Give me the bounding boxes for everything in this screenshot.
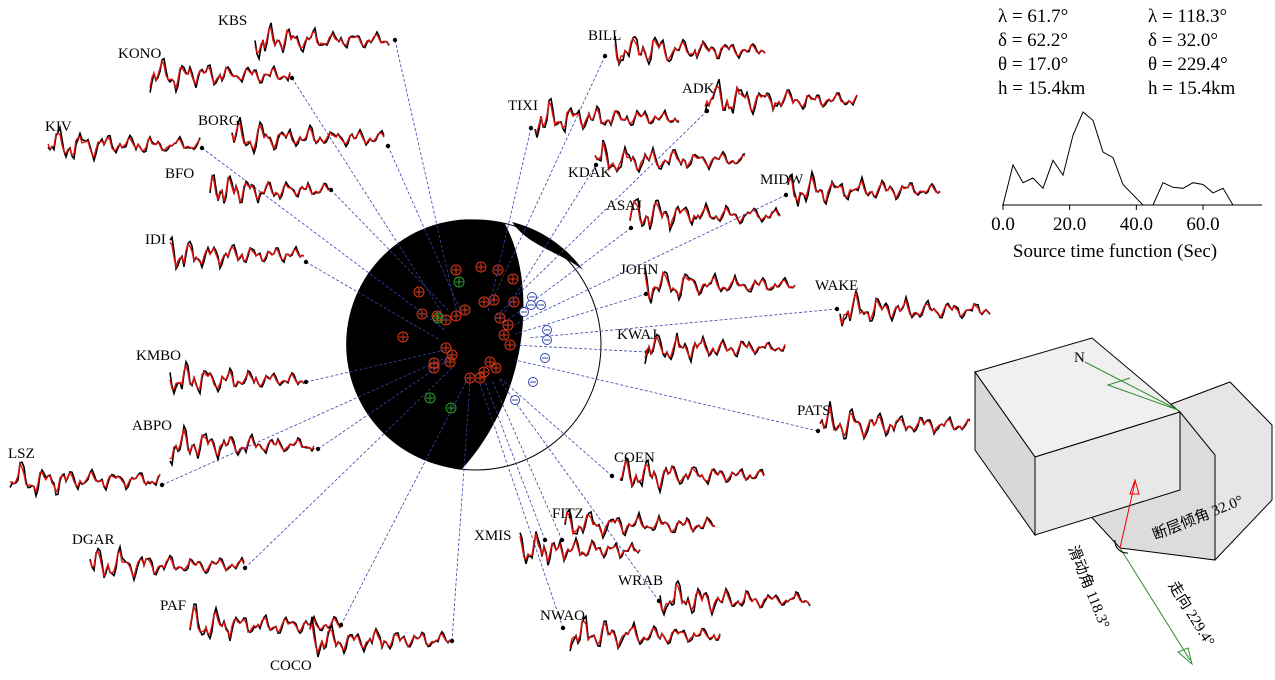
- figure: N 断层倾角 32.0° 滑动角 118.3° 走向 229.4° Source…: [0, 0, 1275, 680]
- station-dot: [243, 566, 247, 570]
- synthetic-waveform: [10, 464, 160, 492]
- synthetic-waveform: [48, 134, 200, 157]
- strike-label: 走向 229.4°: [1165, 578, 1218, 649]
- station-label: MIDW: [760, 172, 804, 188]
- synthetic-waveform: [255, 28, 389, 52]
- synthetic-waveform: [232, 124, 384, 150]
- source-parameter: θ = 17.0°: [998, 54, 1068, 75]
- station-label: KWAJ: [617, 327, 657, 343]
- station-dot: [304, 380, 308, 384]
- synthetic-waveform: [90, 552, 244, 577]
- station-dot: [784, 193, 788, 197]
- station-dot: [835, 307, 839, 311]
- station-label: COEN: [614, 450, 655, 466]
- station-label: ASAJ: [606, 198, 642, 214]
- station-dot: [610, 474, 614, 478]
- source-parameter: δ = 32.0°: [1148, 30, 1218, 51]
- x-tick-label: 0.0: [991, 214, 1015, 235]
- block-diagram: N 断层倾角 32.0° 滑动角 118.3° 走向 229.4°: [975, 338, 1272, 664]
- station-label: KDAK: [568, 165, 611, 181]
- rake-label: 滑动角 118.3°: [1064, 543, 1113, 631]
- synthetic-waveform: [820, 407, 970, 437]
- synthetic-waveform: [170, 430, 314, 459]
- x-tick-label: 60.0: [1186, 214, 1219, 235]
- station-label: XMIS: [474, 528, 512, 544]
- station-label: WAKE: [815, 278, 858, 294]
- station-label: ADK: [682, 81, 715, 97]
- station-dot: [200, 146, 204, 150]
- synthetic-waveform: [210, 176, 330, 202]
- synthetic-waveform: [535, 102, 679, 132]
- x-tick-label: 40.0: [1120, 214, 1153, 235]
- observed-waveform: [170, 237, 304, 268]
- observed-waveform: [520, 532, 640, 566]
- observed-waveform: [660, 581, 810, 615]
- station-dot: [393, 38, 397, 42]
- station-label: PAF: [160, 598, 186, 614]
- station-dot: [561, 626, 565, 630]
- station-label: JOHN: [620, 262, 659, 278]
- station-dot: [290, 76, 294, 80]
- x-axis-label: Source time function (Sec): [1013, 241, 1217, 262]
- observed-waveform: [645, 268, 795, 304]
- station-label: KIV: [45, 119, 72, 135]
- observed-waveform: [170, 362, 304, 394]
- station-dot: [629, 226, 633, 230]
- synthetic-waveform: [595, 142, 745, 171]
- source-parameter: h = 15.4km: [1148, 78, 1235, 99]
- observed-waveform: [10, 462, 160, 496]
- station-label: ABPO: [132, 418, 172, 434]
- source-parameter: h = 15.4km: [998, 78, 1085, 99]
- station-label: KONO: [118, 46, 161, 62]
- source-parameter: λ = 61.7°: [998, 6, 1068, 27]
- station-dot: [543, 538, 547, 542]
- arrow-head: [1178, 648, 1192, 664]
- station-label: KBS: [218, 13, 247, 29]
- observed-waveform: [840, 291, 990, 327]
- synthetic-waveform: [840, 293, 990, 323]
- synthetic-waveform: [788, 177, 940, 201]
- station-dot: [816, 429, 820, 433]
- station-label: IDI: [145, 232, 166, 248]
- source-parameter: θ = 229.4°: [1148, 54, 1228, 75]
- observed-waveform: [90, 547, 244, 580]
- source-time-function: [1003, 112, 1253, 205]
- station-dot: [316, 447, 320, 451]
- station-dot: [529, 126, 533, 130]
- x-tick-label: 20.0: [1053, 214, 1086, 235]
- station-dot: [450, 639, 454, 643]
- station-label: COCO: [270, 658, 312, 674]
- synthetic-waveform: [660, 584, 810, 612]
- station-label: BILL: [588, 28, 621, 44]
- station-label: PATS: [797, 403, 831, 419]
- station-label: BORG: [198, 113, 240, 129]
- observed-waveform: [570, 616, 720, 651]
- source-parameter: δ = 62.2°: [998, 30, 1068, 51]
- station-label: KMBO: [136, 348, 181, 364]
- north-label: N: [1074, 350, 1085, 366]
- station-dot: [386, 144, 390, 148]
- station-dot: [160, 483, 164, 487]
- synthetic-waveform: [150, 61, 290, 88]
- station-label: DGAR: [72, 532, 115, 548]
- station-dot: [603, 54, 607, 58]
- station-label: BFO: [165, 166, 194, 182]
- source-parameter: λ = 118.3°: [1148, 6, 1227, 27]
- station-label: FITZ: [552, 506, 584, 522]
- synthetic-waveform: [570, 622, 720, 648]
- station-label: LSZ: [8, 446, 35, 462]
- station-label: NWAO: [540, 608, 585, 624]
- station-label: WRAB: [618, 573, 663, 589]
- station-label: TIXI: [508, 98, 538, 114]
- station-dot: [304, 260, 308, 264]
- observed-waveform: [645, 333, 785, 364]
